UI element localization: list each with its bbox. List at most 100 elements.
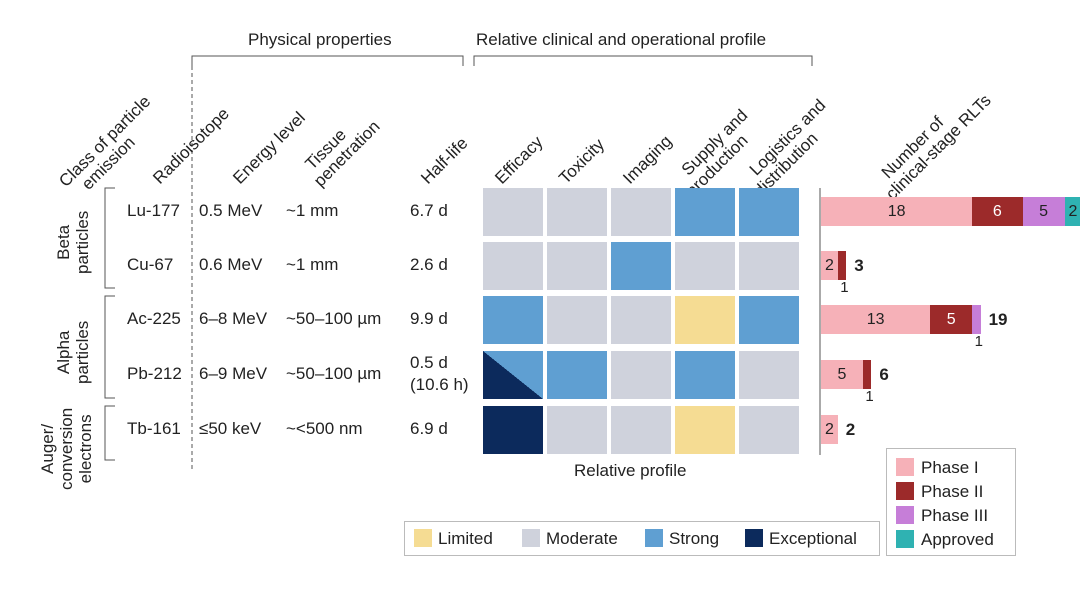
bar-segment-label: 13: [866, 311, 885, 328]
bar-segment-label: 5: [946, 311, 956, 328]
profile-cell: [739, 188, 799, 236]
bar-segment-phase-1: [821, 251, 838, 280]
bar-total: 19: [988, 310, 1008, 329]
profile-cell: [483, 351, 543, 399]
profile-cell: [675, 188, 735, 236]
profile-cell: [739, 296, 799, 344]
profile-cell: [739, 406, 799, 454]
radioisotope-cell: Cu-67: [127, 255, 174, 274]
profile-cell: [739, 351, 799, 399]
legend-approved-swatch: [896, 530, 914, 548]
clinical-profile-header: Relative clinical and operational profil…: [476, 30, 767, 49]
profile-cell: [547, 351, 607, 399]
radioisotope-cell: Tb-161: [127, 419, 181, 438]
legend-limited-label: Limited: [438, 529, 493, 548]
profile-cell: [739, 242, 799, 290]
legend-strong-label: Strong: [669, 529, 720, 548]
penetration-cell: ~50–100 µm: [286, 309, 382, 328]
penetration-cell: ~1 mm: [286, 201, 339, 220]
halflife-hours-cell: (10.6 h): [410, 375, 469, 394]
profile-cell: [611, 351, 671, 399]
bar-segment-phase-3: [972, 305, 981, 334]
halflife-cell: 0.5 d: [410, 353, 448, 372]
profile-cell: [547, 406, 607, 454]
phase-legend: Phase I Phase II Phase III Approved: [886, 448, 1016, 556]
energy-cell: 0.6 MeV: [199, 255, 263, 274]
legend-limited-swatch: [414, 529, 432, 547]
profile-cell: [675, 406, 735, 454]
clinical-bracket: [473, 55, 813, 66]
profile-cell: [483, 188, 543, 236]
legend-phase1-label: Phase I: [921, 458, 979, 477]
halflife-cell: 6.7 d: [410, 201, 448, 220]
bar-segment-phase-1: [821, 415, 838, 444]
physical-bracket: [191, 55, 464, 66]
legend-phase1-swatch: [896, 458, 914, 476]
bar-total: 3: [854, 256, 864, 275]
profile-cell: [611, 406, 671, 454]
bar-segment-approved: [1064, 197, 1080, 226]
auger-bracket: [104, 405, 115, 461]
profile-cell: [675, 242, 735, 290]
bar-total: 2: [845, 420, 856, 439]
profile-legend: Limited Moderate Strong Exceptional: [404, 521, 880, 556]
bar-segment-phase-2: [837, 251, 847, 280]
bar-segment-label: 6: [992, 203, 1002, 220]
bar-segment-label: 2: [824, 421, 834, 438]
class-label-auger: Auger/conversion electrons: [38, 407, 95, 490]
bar-segment-phase-2: [972, 197, 1023, 226]
legend-moderate-label: Moderate: [546, 529, 618, 548]
bar-segment-phase-1: [821, 197, 973, 226]
halflife-cell: 9.9 d: [410, 309, 448, 328]
bar-total: 6: [879, 365, 889, 384]
legend-phase3-label: Phase III: [921, 506, 989, 525]
bar-segment-label: 18: [887, 203, 906, 220]
halflife-cell: 6.9 d: [410, 419, 448, 438]
bar-segment-label: 5: [837, 366, 847, 383]
radioisotope-cell: Lu-177: [127, 201, 180, 220]
bar-segment-phase-2: [930, 305, 973, 334]
bar-segment-phase-3: [1022, 197, 1065, 226]
alpha-bracket: [104, 295, 115, 399]
bar-segment-phase-1: [821, 305, 931, 334]
legend-phase2-swatch: [896, 482, 914, 500]
physical-properties-header: Physical properties: [248, 30, 392, 49]
energy-cell: 0.5 MeV: [199, 201, 263, 220]
legend-phase2-label: Phase II: [921, 482, 984, 501]
class-label-alpha: Alpha particles: [54, 320, 92, 384]
bar-segment-label: 5: [1039, 203, 1049, 220]
bar-segment-phase-2: [863, 360, 872, 389]
penetration-cell: ~50–100 µm: [286, 364, 382, 383]
profile-cell: [483, 242, 543, 290]
radioisotope-cell: Ac-225: [127, 309, 181, 328]
bar-below-label: 1: [865, 388, 874, 405]
penetration-cell: ~1 mm: [286, 255, 339, 274]
energy-cell: 6–8 MeV: [199, 309, 268, 328]
profile-cell: [675, 351, 735, 399]
radioisotope-cell: Pb-212: [127, 364, 182, 383]
relative-profile-label: Relative profile: [574, 461, 687, 480]
penetration-cell: ~<500 nm: [286, 419, 363, 438]
legend-exceptional-label: Exceptional: [769, 529, 857, 548]
profile-cell: [547, 242, 607, 290]
bar-below-label: 1: [974, 333, 983, 350]
profile-cell: [611, 296, 671, 344]
bar-segment-label: 2: [824, 257, 834, 274]
class-label-beta: Beta particles: [54, 210, 92, 274]
legend-moderate-swatch: [522, 529, 540, 547]
profile-cell: [483, 406, 543, 454]
profile-cell: [611, 188, 671, 236]
profile-cell: [547, 188, 607, 236]
bar-segment-phase-1: [821, 360, 863, 389]
profile-cell: [611, 242, 671, 290]
profile-cell: [675, 296, 735, 344]
bar-below-label: 1: [840, 279, 849, 296]
legend-strong-swatch: [645, 529, 663, 547]
legend-phase3-swatch: [896, 506, 914, 524]
bar-segment-label: 2: [1068, 203, 1078, 220]
profile-cell: [547, 296, 607, 344]
energy-cell: ≤50 keV: [199, 419, 262, 438]
profile-cell: [483, 296, 543, 344]
halflife-cell: 2.6 d: [410, 255, 448, 274]
